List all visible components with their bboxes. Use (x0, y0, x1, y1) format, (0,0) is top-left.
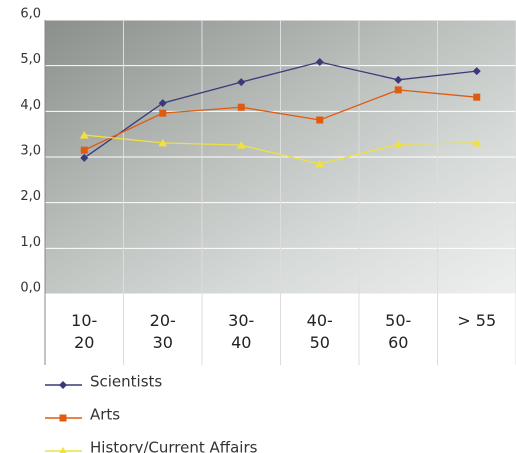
y-tick-label: 0,0 (20, 281, 41, 296)
legend-label: Arts (90, 406, 120, 424)
marker (159, 110, 166, 117)
x-tick-label: 40- 50 (280, 310, 360, 354)
marker (316, 117, 323, 124)
marker (59, 381, 67, 389)
y-tick-label: 3,0 (20, 144, 41, 159)
x-tick-label: 30- 40 (201, 310, 281, 354)
legend-label: History/Current Affairs (90, 439, 258, 453)
marker (238, 104, 245, 111)
chart: 0,0 1,0 2,0 3,0 4,0 5,0 6,0 Scientists Arts Histo… (0, 0, 516, 453)
x-tick-label: > 55 (437, 310, 516, 332)
y-tick-label: 2,0 (20, 189, 41, 204)
x-tick-label: 10- 20 (44, 310, 124, 354)
marker (59, 447, 68, 453)
page: 0,0 1,0 2,0 3,0 4,0 5,0 6,0 Scientists Arts Histo… (0, 0, 516, 453)
y-tick-label: 1,0 (20, 235, 41, 250)
y-tick-label: 5,0 (20, 52, 41, 67)
marker (81, 147, 88, 154)
x-tick-label: 20- 30 (123, 310, 203, 354)
y-tick-label: 6,0 (20, 7, 41, 22)
marker (473, 94, 480, 101)
marker (60, 415, 67, 422)
x-tick-label: 50- 60 (358, 310, 438, 354)
marker (395, 86, 402, 93)
y-tick-label: 4,0 (20, 98, 41, 113)
legend-label: Scientists (90, 373, 162, 391)
